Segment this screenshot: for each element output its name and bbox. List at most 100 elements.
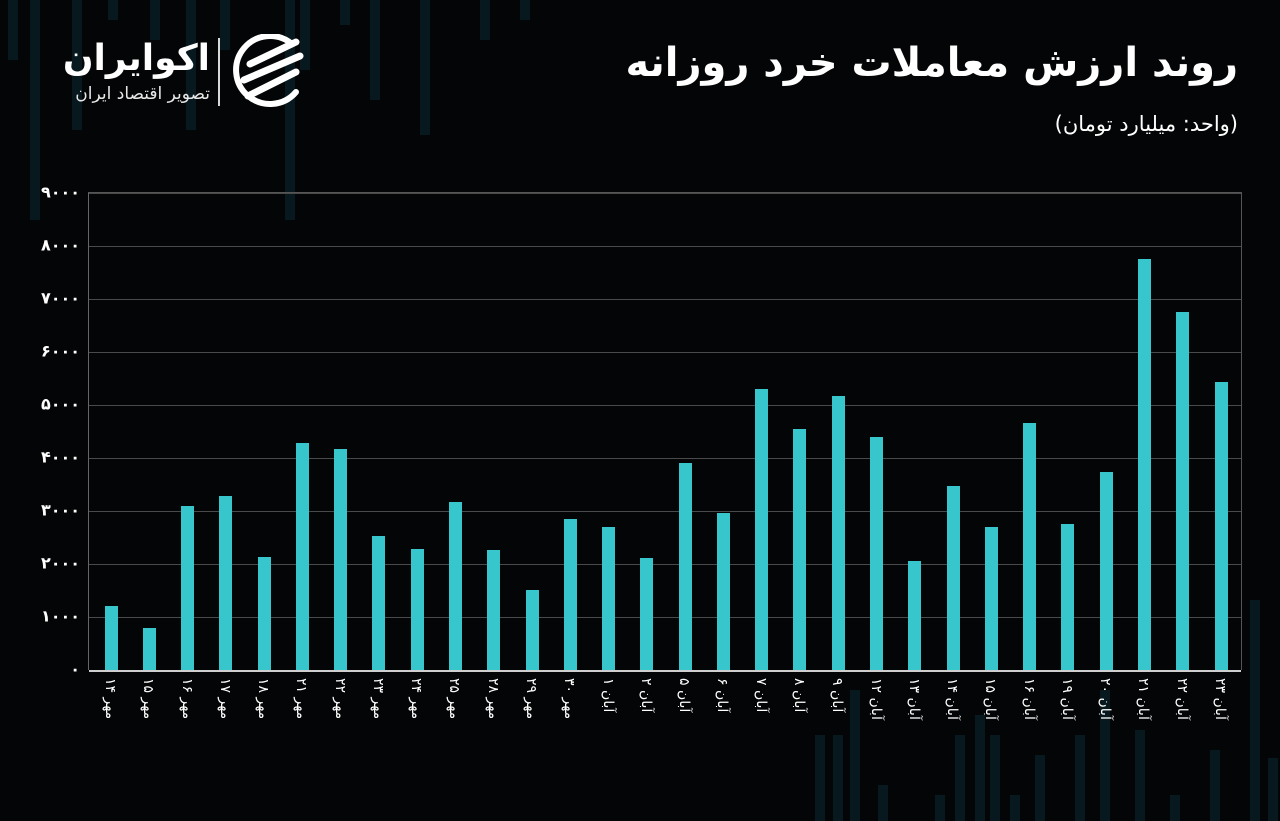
- gridline: [89, 246, 1241, 247]
- y-tick-label: ۴۰۰۰: [40, 447, 80, 467]
- bar: [1061, 524, 1075, 670]
- y-tick-label: ۷۰۰۰: [40, 288, 80, 308]
- background-stripe: [420, 0, 430, 135]
- gridline: [89, 617, 1241, 618]
- x-tick-label: مهر ۲۴: [406, 678, 426, 748]
- gridline: [89, 352, 1241, 353]
- y-tick-label: ۸۰۰۰: [40, 235, 80, 255]
- background-stripe: [108, 0, 118, 20]
- x-tick-label: آبان ۱۳: [904, 678, 924, 748]
- x-tick-label: آبان ۹: [827, 678, 847, 748]
- background-stripe: [833, 735, 843, 821]
- gridline: [89, 564, 1241, 565]
- background-stripe: [878, 785, 888, 821]
- bar: [755, 389, 769, 670]
- background-stripe: [220, 0, 230, 50]
- background-stripe: [340, 0, 350, 25]
- x-tick-text: مهر ۱۶: [178, 678, 195, 720]
- background-stripe: [1010, 795, 1020, 821]
- y-tick-label: ۲۰۰۰: [40, 553, 80, 573]
- brand-name: اکوایران: [62, 38, 211, 79]
- y-tick-label: ۹۰۰۰: [40, 182, 80, 202]
- x-tick-text: آبان ۲: [637, 678, 654, 713]
- background-stripe: [815, 735, 825, 821]
- x-tick-label: مهر ۱۸: [253, 678, 273, 748]
- x-tick-text: مهر ۲۳: [369, 678, 386, 720]
- plot-area: [88, 192, 1242, 672]
- x-tick-label: مهر ۲۱: [291, 678, 311, 748]
- x-tick-label: آبان ۶: [712, 678, 732, 748]
- bar: [716, 513, 730, 670]
- bar: [525, 589, 539, 670]
- background-stripe: [370, 0, 380, 100]
- y-tick-label: ۶۰۰۰: [40, 341, 80, 361]
- x-tick-label: مهر ۱۷: [215, 678, 235, 748]
- gridline: [89, 193, 1241, 194]
- background-stripe: [935, 795, 945, 821]
- x-tick-text: آبان ۱۹: [1058, 678, 1075, 720]
- bar: [1176, 312, 1190, 670]
- background-stripe: [1075, 735, 1085, 821]
- bar: [487, 550, 501, 670]
- x-tick-label: مهر ۲۵: [444, 678, 464, 748]
- bar: [1023, 423, 1037, 670]
- brand-logo-block: اکوایران تصویر اقتصاد ایران: [50, 34, 310, 109]
- x-tick-label: مهر ۱۵: [138, 678, 158, 748]
- x-tick-text: آبان ۲۰: [1097, 678, 1114, 720]
- background-stripe: [1250, 600, 1260, 821]
- x-tick-text: آبان ۸: [790, 678, 807, 713]
- x-tick-text: آبان ۱۴: [944, 678, 961, 720]
- bar: [334, 449, 348, 670]
- chart-unit-subtitle: (واحد: میلیارد تومان): [1054, 112, 1238, 136]
- x-tick-text: مهر ۱۵: [140, 678, 157, 720]
- bar: [678, 463, 692, 670]
- y-tick-label: ۰: [70, 659, 80, 679]
- background-stripe: [1135, 730, 1145, 821]
- chart-title: روند ارزش معاملات خرد روزانه: [625, 40, 1238, 86]
- bar: [1214, 382, 1228, 670]
- background-stripe: [850, 690, 860, 821]
- gridline: [89, 511, 1241, 512]
- x-tick-text: مهر ۲۹: [523, 678, 540, 720]
- x-tick-text: آبان ۲۱: [1135, 678, 1152, 720]
- x-tick-label: مهر ۱۶: [177, 678, 197, 748]
- background-stripe: [1210, 750, 1220, 821]
- x-tick-label: آبان ۱۶: [1019, 678, 1039, 748]
- x-tick-label: مهر ۲۸: [483, 678, 503, 748]
- x-tick-text: مهر ۲۵: [446, 678, 463, 720]
- x-tick-label: آبان ۱۵: [980, 678, 1000, 748]
- x-tick-text: مهر ۳۰: [561, 678, 578, 720]
- background-stripe: [1100, 690, 1110, 821]
- background-stripe: [1268, 758, 1278, 821]
- x-tick-label: مهر ۳۰: [559, 678, 579, 748]
- x-tick-label: آبان ۱: [598, 678, 618, 748]
- x-tick-text: مهر ۲۲: [331, 678, 348, 720]
- y-tick-label: ۵۰۰۰: [40, 394, 80, 414]
- x-tick-text: مهر ۲۸: [484, 678, 501, 720]
- x-tick-text: مهر ۲۴: [408, 678, 425, 720]
- x-tick-label: آبان ۲۱: [1133, 678, 1153, 748]
- x-tick-label: آبان ۱۲: [866, 678, 886, 748]
- bar: [219, 495, 233, 670]
- x-tick-text: آبان ۱۳: [905, 678, 922, 720]
- background-stripe: [8, 0, 18, 60]
- x-tick-text: آبان ۱۶: [1020, 678, 1037, 720]
- x-tick-text: آبان ۲۳: [1212, 678, 1228, 720]
- background-stripe: [72, 0, 82, 130]
- x-axis-baseline: [89, 670, 1241, 672]
- gridline: [89, 405, 1241, 406]
- background-stripe: [285, 0, 295, 220]
- bar: [946, 486, 960, 670]
- x-tick-label: مهر ۲۲: [330, 678, 350, 748]
- bar: [984, 526, 998, 670]
- x-tick-label: آبان ۷: [751, 678, 771, 748]
- background-stripe: [990, 735, 1000, 821]
- x-tick-label: آبان ۵: [674, 678, 694, 748]
- x-tick-text: مهر ۱۸: [255, 678, 272, 720]
- x-tick-label: آبان ۲۲: [1172, 678, 1192, 748]
- bar: [257, 557, 271, 670]
- bar: [295, 443, 309, 670]
- x-tick-text: آبان ۱۲: [867, 678, 884, 720]
- bar: [831, 396, 845, 670]
- gridline: [89, 299, 1241, 300]
